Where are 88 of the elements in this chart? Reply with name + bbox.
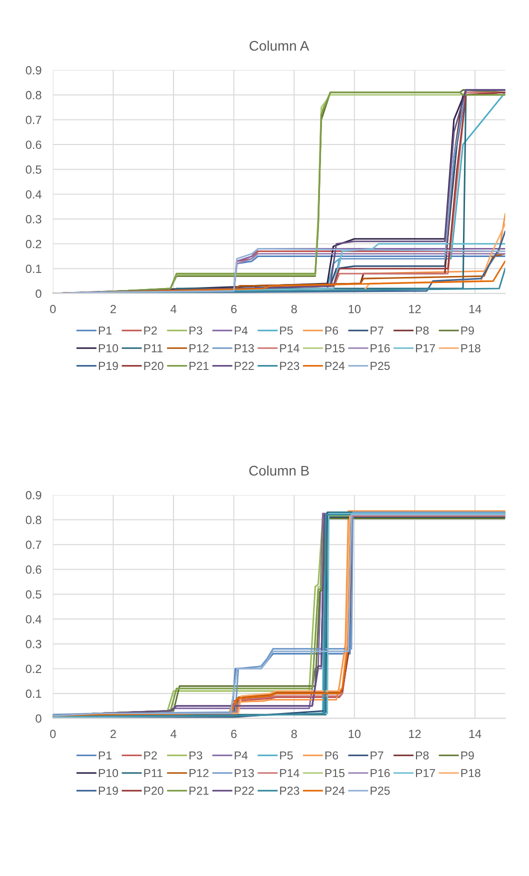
legend-label: P6 <box>325 326 338 335</box>
y-tick-label: 0.8 <box>26 90 42 100</box>
legend-label: P20 <box>144 362 164 370</box>
legend-label: P25 <box>370 362 390 370</box>
y-tick-label: 0.1 <box>26 264 42 274</box>
x-tick-label: 10 <box>348 304 361 314</box>
legend-label: P23 <box>280 786 300 795</box>
x-tick-label: 0 <box>50 730 56 738</box>
legend-label: P25 <box>370 786 390 795</box>
legend-label: P22 <box>234 362 254 370</box>
legend-label: P22 <box>234 786 254 795</box>
legend-label: P4 <box>234 751 248 760</box>
legend-label: P23 <box>280 362 300 370</box>
legend-label: P4 <box>234 326 248 335</box>
legend-label: P12 <box>190 344 209 352</box>
y-tick-label: 0.2 <box>26 240 42 248</box>
legend-label: P14 <box>280 344 300 352</box>
chart-title: Column A <box>250 40 310 51</box>
y-tick-label: 0.8 <box>26 516 42 524</box>
x-tick-label: 8 <box>291 304 297 314</box>
legend-label: P3 <box>190 326 202 335</box>
legend-label: P13 <box>234 769 254 778</box>
legend-label: P2 <box>144 751 157 760</box>
x-tick-label: 12 <box>409 730 421 738</box>
legend-label: P10 <box>98 344 118 352</box>
legend-label: P1 <box>98 326 112 335</box>
legend-label: P7 <box>370 326 384 335</box>
y-tick-label: 0.9 <box>26 66 42 74</box>
legend-label: P18 <box>461 769 480 778</box>
x-tick-label: 10 <box>348 730 361 738</box>
y-tick-label: 0.3 <box>26 640 42 648</box>
legend-label: P2 <box>144 326 157 335</box>
legend-label: P20 <box>144 786 164 795</box>
legend-label: P24 <box>325 362 345 370</box>
legend-label: P19 <box>98 786 118 795</box>
x-tick-label: 8 <box>291 730 297 738</box>
x-tick-label: 6 <box>231 730 237 738</box>
legend-label: P13 <box>234 344 254 352</box>
legend-label: P12 <box>190 769 209 778</box>
legend-label: P16 <box>370 769 390 778</box>
legend-label: P10 <box>98 769 118 778</box>
legend-label: P5 <box>280 326 293 335</box>
x-tick-label: 14 <box>469 305 482 314</box>
y-tick-label: 0.5 <box>26 165 42 174</box>
x-tick-label: 4 <box>170 730 176 738</box>
y-tick-label: 0.4 <box>26 615 42 624</box>
y-tick-label: 0 <box>36 714 42 723</box>
legend-label: P18 <box>461 344 480 352</box>
legend-label: P21 <box>190 362 209 370</box>
legend-label: P9 <box>461 751 474 760</box>
y-tick-label: 0 <box>36 289 42 298</box>
chart-title: Column B <box>249 465 309 476</box>
legend-label: P17 <box>416 769 435 778</box>
y-tick-label: 0.7 <box>26 116 42 124</box>
x-tick-label: 0 <box>50 304 56 314</box>
y-tick-label: 0.6 <box>26 565 42 574</box>
x-tick-label: 4 <box>170 305 176 314</box>
x-tick-label: 14 <box>469 730 482 738</box>
legend-label: P5 <box>280 751 293 760</box>
x-tick-label: 12 <box>409 304 421 314</box>
x-tick-label: 6 <box>231 304 237 314</box>
x-tick-label: 2 <box>110 304 116 314</box>
legend-label: P17 <box>416 344 435 352</box>
legend-label: P14 <box>280 769 300 778</box>
legend-label: P15 <box>325 769 344 778</box>
y-tick-label: 0.5 <box>26 590 42 599</box>
legend-label: P21 <box>190 786 209 795</box>
y-tick-label: 0.3 <box>26 215 42 224</box>
legend-label: P24 <box>325 786 345 795</box>
legend-label: P19 <box>98 362 118 370</box>
legend-label: P3 <box>190 751 202 760</box>
x-tick-label: 2 <box>110 730 116 738</box>
y-tick-label: 0.2 <box>26 664 42 674</box>
legend-label: P1 <box>98 751 112 760</box>
legend-label: P7 <box>370 751 384 760</box>
legend-label: P11 <box>144 769 162 778</box>
legend-label: P8 <box>416 326 429 335</box>
legend-label: P9 <box>461 326 474 335</box>
y-tick-label: 0.7 <box>26 540 42 549</box>
legend-label: P8 <box>416 751 429 760</box>
y-tick-label: 0.6 <box>26 140 42 149</box>
legend-label: P16 <box>370 344 390 352</box>
legend-label: P6 <box>325 751 338 760</box>
legend-label: P15 <box>325 344 344 352</box>
legend-label: P11 <box>144 344 162 352</box>
y-tick-label: 0.9 <box>26 490 42 500</box>
y-tick-label: 0.1 <box>26 690 42 698</box>
y-tick-label: 0.4 <box>26 190 42 199</box>
